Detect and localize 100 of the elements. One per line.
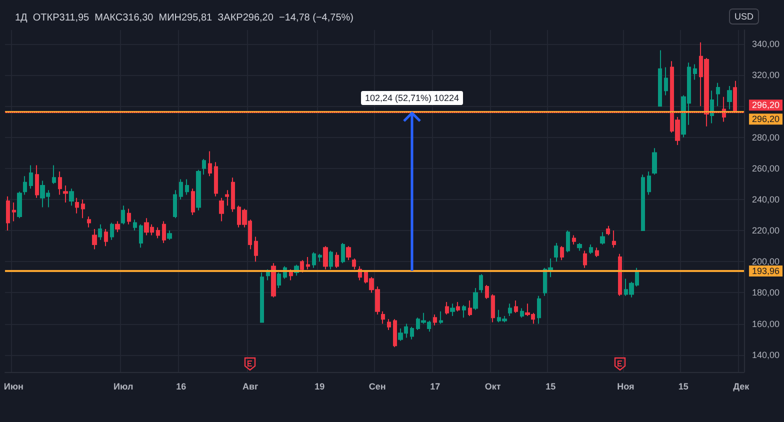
x-tick-label: Окт [484,382,502,392]
candlestick [393,318,397,348]
candlestick [110,222,114,240]
candlestick [115,220,120,233]
candlestick [577,242,582,252]
candlestick [231,177,235,212]
candlestick [23,176,27,196]
x-tick-label: Сен [368,382,386,392]
candlestick [618,253,622,296]
candlestick [196,169,201,211]
candlestick [63,184,68,204]
candlestick [381,310,385,324]
candlestick [173,190,177,219]
candlestick [323,246,328,270]
candlestick [185,178,189,196]
candlestick [647,170,651,196]
candlestick [641,174,645,232]
candlestick [104,228,108,247]
ref-line-label: 296,20 [752,114,780,124]
candlestick [352,258,356,270]
candlestick [139,224,143,248]
candlestick [202,158,206,176]
candlestick [75,197,79,214]
candlestick [341,242,345,264]
x-tick-label: Дек [733,382,750,392]
candlestick [508,303,512,317]
candlestick [312,252,316,268]
x-tick-label: Июл [114,382,134,392]
candlestick [606,225,610,236]
candlestick [29,164,33,190]
candlestick [433,314,437,326]
y-tick-label: 320,00 [752,70,780,80]
candlestick [572,234,576,246]
candlestick [462,304,466,318]
candlestick [260,272,264,323]
candlestick [35,164,39,198]
candlestick [6,196,10,232]
candlestick [652,148,657,176]
x-tick-label: 16 [176,382,186,392]
x-tick-label: Ноя [617,382,634,392]
candlestick [468,300,472,317]
y-tick-label: 140,00 [752,350,780,360]
candlestick [554,242,558,262]
chart-title: 1Д ОТКР311,95 МАКС316,30 МИН295,81 ЗАКР296,20 −14,78 (−4,75%) [15,12,354,24]
candlestick [537,295,541,324]
candlestick [439,310,443,324]
x-tick-label: 17 [430,382,440,392]
candlestick [12,202,16,222]
candlestick [121,205,125,225]
candlestick [156,226,160,239]
ref-line-label: 296,20 [752,100,780,110]
candlestick [589,244,593,254]
candlestick [179,178,183,200]
candlestick [560,246,564,261]
candlestick [727,85,732,110]
candlestick [664,66,668,96]
candlestick [329,250,333,270]
candlestick [225,190,229,206]
candlestick [335,252,339,268]
candlestick [58,170,62,196]
candlestick [162,220,166,244]
candlestick [208,150,212,177]
candlestick [456,302,460,312]
candlestick [289,268,293,281]
candlestick [52,164,56,184]
candlestick [87,216,91,228]
candlestick [658,50,662,107]
candlestick [254,236,258,262]
candlestick [473,288,478,310]
candlestick [214,162,218,197]
candlestick [485,284,489,300]
candlestick [479,274,483,294]
candlestick [566,230,570,253]
candlestick [346,246,351,261]
annotation: 102,24 (52,71%) 10224 [360,91,464,106]
x-tick-label: Авг [242,382,259,392]
candlestick [450,303,455,317]
candlestick [300,260,304,274]
candlestick [92,228,97,250]
y-tick-label: 280,00 [752,132,780,142]
candlestick [219,197,224,222]
y-tick-label: 160,00 [752,318,780,329]
candlestick [271,262,276,298]
x-tick-label: Июн [4,382,24,392]
candlestick [266,268,270,281]
candlestick [600,232,605,246]
candlestick [595,247,599,258]
candlestick [410,326,414,340]
candlestick [520,308,524,318]
candlestick [491,294,495,323]
candlestick [514,300,518,314]
ref-line-label: 193,96 [752,266,780,276]
x-tick-label: 19 [314,382,325,392]
y-tick-label: 240,00 [752,194,780,204]
candlestick [318,253,322,262]
candlestick [306,256,310,270]
candlestick [387,318,391,331]
x-tick-label: 15 [546,382,556,392]
candlestick [277,272,281,289]
candlestick [716,82,720,107]
